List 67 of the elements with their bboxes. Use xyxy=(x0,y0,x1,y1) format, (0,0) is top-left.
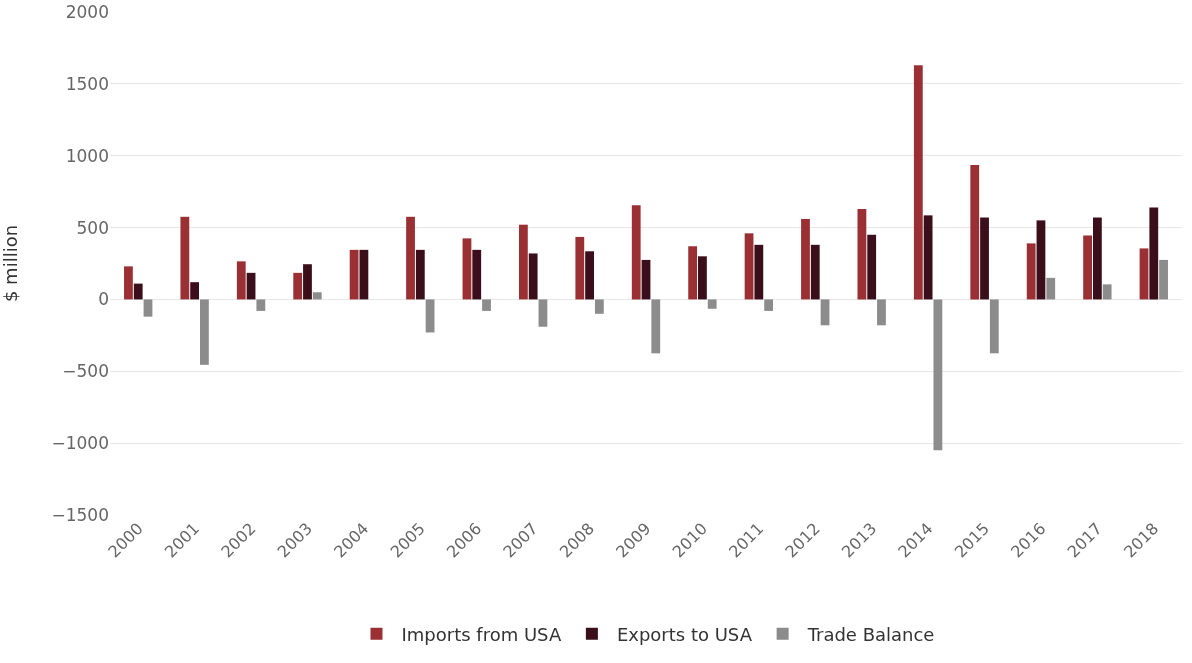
bar xyxy=(1083,235,1092,300)
bar xyxy=(1036,220,1046,300)
bar xyxy=(707,299,717,309)
y-tick-label: −500 xyxy=(62,361,109,382)
bar xyxy=(1102,284,1112,300)
bar xyxy=(1159,259,1168,300)
bar xyxy=(406,216,415,300)
y-tick-label: −1500 xyxy=(51,504,109,525)
bar xyxy=(180,216,190,300)
bar xyxy=(256,299,266,311)
bar xyxy=(528,253,538,300)
bar xyxy=(631,205,641,300)
bar xyxy=(143,299,153,317)
bar xyxy=(877,299,886,326)
y-axis-title: $ million xyxy=(0,224,21,303)
bar xyxy=(744,233,754,300)
bar xyxy=(688,246,698,300)
bar xyxy=(810,244,820,300)
bar xyxy=(989,299,999,354)
y-tick-label: 0 xyxy=(98,289,109,310)
bar xyxy=(482,299,491,311)
y-tick-label: 2000 xyxy=(65,1,109,22)
bar xyxy=(970,165,980,300)
y-tick-label: 1500 xyxy=(65,73,109,94)
legend-label: Exports to USA xyxy=(616,623,753,645)
legend-label: Trade Balance xyxy=(806,623,935,645)
bar xyxy=(980,217,989,300)
bar xyxy=(312,292,322,300)
bar xyxy=(801,218,810,300)
bar xyxy=(518,224,528,300)
bar xyxy=(349,249,359,300)
bar xyxy=(124,266,133,300)
y-tick-label: −1000 xyxy=(51,433,109,454)
bar xyxy=(651,299,661,354)
bar xyxy=(933,299,943,451)
bar xyxy=(472,249,482,300)
bar xyxy=(200,299,209,365)
bar xyxy=(754,244,764,300)
bar xyxy=(1149,207,1159,300)
bar xyxy=(820,299,830,326)
bar xyxy=(764,299,774,311)
bar xyxy=(359,249,369,300)
y-tick-label: 500 xyxy=(76,217,109,238)
bar xyxy=(1026,243,1036,300)
bar xyxy=(462,238,472,300)
bar xyxy=(236,261,246,300)
legend-label: Imports from USA xyxy=(401,623,562,645)
bar xyxy=(293,272,303,300)
bar xyxy=(1046,277,1056,300)
bar xyxy=(923,215,933,300)
bar xyxy=(425,299,435,333)
bar xyxy=(190,282,200,300)
bar xyxy=(698,256,707,300)
bar xyxy=(867,234,877,300)
bar xyxy=(641,259,651,300)
bar xyxy=(538,299,548,327)
bar xyxy=(857,208,867,300)
y-tick-label: 1000 xyxy=(65,145,109,166)
bar xyxy=(303,264,312,300)
bar xyxy=(415,249,425,300)
bar xyxy=(1139,248,1149,300)
bar xyxy=(585,251,594,300)
bar xyxy=(594,299,604,314)
bar xyxy=(913,65,923,300)
bar xyxy=(575,236,585,300)
bar xyxy=(1092,217,1102,300)
bar xyxy=(133,283,143,300)
